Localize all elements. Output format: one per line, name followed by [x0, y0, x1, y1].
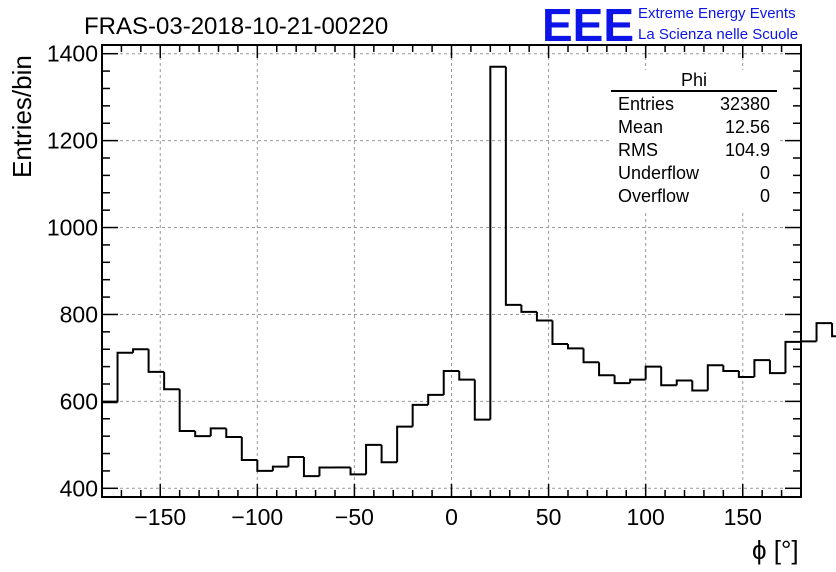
histogram-bin: [675, 379, 693, 386]
histogram-bin: [380, 444, 398, 464]
eee-logo: EEE Extreme Energy Events La Scienza nel…: [542, 0, 798, 51]
stats-value: 0: [760, 163, 770, 183]
stats-label: Entries: [618, 94, 674, 114]
histogram-bin: [598, 362, 615, 377]
x-tick-label: 150: [724, 504, 762, 530]
histogram-bin: [737, 370, 755, 379]
histogram-bins: [101, 65, 836, 497]
x-tick-label: −50: [335, 504, 374, 530]
stats-label: Overflow: [618, 186, 690, 206]
y-tick-labels: 400 600 800 1000 1200 1400: [47, 41, 98, 502]
histogram-bin: [442, 369, 460, 395]
histogram-bin: [225, 428, 242, 439]
histogram-bin: [116, 351, 134, 403]
stats-label: Underflow: [618, 163, 700, 183]
histogram-bin: [660, 366, 677, 387]
axis-ticks: [101, 45, 802, 497]
histogram-bin: [318, 466, 335, 477]
y-tick-label: 1400: [47, 41, 98, 67]
y-axis-label: Entries/bin: [7, 55, 37, 178]
histogram-bin: [520, 304, 537, 313]
histogram-bin: [240, 437, 258, 462]
chart-title: FRAS-03-2018-10-21-00220: [84, 13, 388, 40]
logo-line-2: La Scienza nelle Scuole: [638, 26, 798, 43]
histogram-bin: [706, 364, 724, 391]
logo-line-1: Extreme Energy Events: [638, 5, 796, 22]
y-tick-label: 400: [60, 475, 98, 501]
histogram-bin: [722, 365, 739, 372]
x-axis-label: ϕ [°]: [752, 535, 799, 565]
histogram-bin: [147, 349, 165, 373]
histogram-bin: [302, 457, 320, 478]
histogram-bin: [256, 460, 273, 472]
y-tick-label: 600: [60, 388, 98, 414]
histogram-bin: [101, 401, 118, 497]
histogram-bin: [458, 370, 475, 381]
y-tick-label: 1000: [47, 215, 98, 241]
x-tick-labels: −150 −100 −50 0 50 100 150: [134, 504, 762, 530]
y-tick-label: 800: [60, 301, 98, 327]
stats-box: Phi Entries 32380 Mean 12.56 RMS 104.9 Underfl…: [610, 70, 778, 210]
y-tick-label: 1200: [47, 128, 98, 154]
histogram-bin: [411, 403, 429, 427]
histogram-bin: [489, 65, 506, 420]
histogram-bin: [691, 380, 708, 392]
histogram-bin: [287, 456, 304, 467]
stats-label: Mean: [618, 117, 663, 137]
histogram-bin: [473, 379, 491, 421]
histogram-bin: [582, 348, 600, 364]
histogram-bin: [613, 375, 631, 385]
x-tick-label: −150: [134, 504, 186, 530]
x-tick-label: 50: [536, 504, 562, 530]
x-tick-label: 100: [626, 504, 664, 530]
histogram-bin: [396, 425, 413, 463]
histogram-bin: [629, 378, 646, 384]
histogram-bin: [784, 340, 801, 374]
histogram-bin: [535, 311, 553, 322]
histogram-bin: [365, 443, 382, 475]
histogram-bin: [815, 322, 833, 342]
histogram-bin: [194, 430, 211, 438]
histogram-bin: [349, 467, 367, 476]
histogram-bin: [753, 359, 770, 378]
histogram-bin: [768, 360, 786, 375]
histogram-bin: [132, 348, 149, 353]
stats-value: 12.56: [725, 117, 770, 137]
histogram-bin: [567, 344, 584, 350]
histogram-bin: [178, 389, 196, 432]
histogram-bin: [163, 371, 180, 391]
histogram-bin: [427, 393, 444, 405]
histogram-bin: [644, 365, 662, 380]
logo-mark: EEE: [542, 0, 634, 51]
histogram-bin: [831, 323, 836, 338]
histogram-bin: [271, 465, 289, 471]
histogram-bin: [551, 320, 568, 346]
stats-title: Phi: [681, 70, 707, 90]
stats-label: RMS: [618, 140, 658, 160]
stats-value: 104.9: [725, 140, 770, 160]
histogram-bin: [209, 427, 227, 437]
x-tick-label: 0: [445, 504, 458, 530]
histogram-bin: [504, 66, 522, 306]
stats-value: 32380: [720, 94, 770, 114]
stats-value: 0: [760, 186, 770, 206]
x-tick-label: −100: [231, 504, 283, 530]
